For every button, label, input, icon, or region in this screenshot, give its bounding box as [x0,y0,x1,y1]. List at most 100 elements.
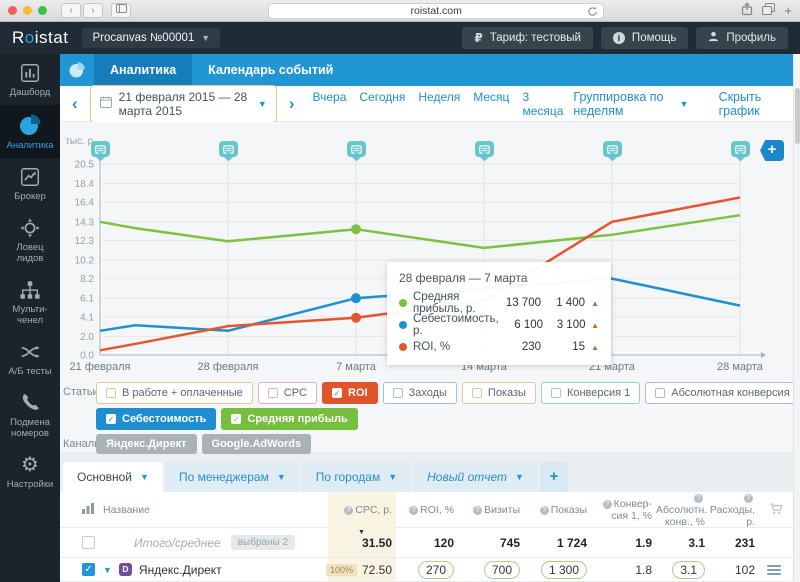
stat-chip-5[interactable]: Конверсия 1 [540,382,641,404]
help-icon[interactable]: ? [473,506,483,515]
page-scrollbar[interactable] [793,54,800,582]
refresh-icon[interactable] [587,6,598,20]
channel-chip-1[interactable]: Google.AdWords [201,434,312,454]
expand-row-icon[interactable]: ▼ [103,564,112,575]
row-menu-icon[interactable] [767,564,781,575]
stat-chip-7[interactable]: ✓ Себестоимость [96,408,217,430]
help-button[interactable]: i Помощь [600,27,689,49]
column-header-cpc[interactable]: ? CPC, р. [328,492,396,528]
sort-desc-icon[interactable]: ▼ [358,529,365,536]
leadcatcher-icon [2,217,58,239]
note-pin-1[interactable] [218,141,238,157]
nav-tab-0[interactable]: Аналитика [94,54,193,86]
stat-chip-1[interactable]: CPC [257,382,317,404]
column-header-roi[interactable]: ? ROI, % [396,504,458,516]
stat-chips-row2: ✓ Себестоимость ✓ Средняя прибыль [96,408,358,430]
row-costs: 102 [734,562,755,577]
help-icon[interactable]: ? [694,494,703,503]
help-icon[interactable]: ? [409,506,419,515]
note-pin-3[interactable] [474,141,494,157]
sidebar-item-7[interactable]: ⚙ Настройки [0,446,60,497]
add-annotation-button[interactable]: + [760,140,784,161]
channel-chips: Яндекс.Директ Google.AdWords [96,434,312,454]
report-tab-0[interactable]: Основной ▼ [63,462,163,492]
report-tab-2[interactable]: По городам ▼ [301,462,412,492]
stat-chip-2[interactable]: ✓ ROI [322,382,378,404]
next-period-icon[interactable]: › [288,94,295,113]
forward-button[interactable]: › [83,3,103,18]
stat-chip-6[interactable]: Абсолютная конверсия [645,382,800,404]
new-tab-icon[interactable]: + [784,3,792,18]
tooltip-title: 28 февраля — 7 марта [399,271,528,285]
series-dot-icon [399,321,407,329]
sidebar-item-3[interactable]: Ловец лидов [0,209,60,271]
help-icon[interactable]: ? [602,500,612,509]
chart-tooltip: 28 февраля — 7 марта Средняя прибыль, р.… [387,262,611,365]
quick-period-link-3[interactable]: Месяц [473,89,510,104]
quick-period-link-1[interactable]: Сегодня [359,89,406,104]
channel-chip-0[interactable]: Яндекс.Директ [96,434,197,454]
minimize-window-button[interactable] [23,6,32,15]
report-tab-3[interactable]: Новый отчет ▼ [413,462,538,492]
share-icon[interactable] [741,2,753,19]
group-icon[interactable] [60,503,96,517]
tabs-overview-icon[interactable] [762,2,776,18]
note-icon [350,144,362,154]
note-pin-4[interactable] [602,141,622,157]
stat-chip-4[interactable]: Показы [461,382,536,404]
chevron-down-icon: ▼ [388,472,398,482]
prev-period-icon[interactable]: ‹ [72,94,78,113]
checkbox-icon [392,388,403,398]
help-icon[interactable]: ? [744,494,753,503]
sidebar-item-4[interactable]: Мульти-ченел [0,271,60,333]
nav-tab-1[interactable]: Календарь событий [208,63,334,77]
profile-button[interactable]: Профиль [696,27,788,49]
hide-chart-link[interactable]: Скрыть график [718,89,762,118]
help-icon[interactable]: ? [344,506,354,515]
sidebar-item-0[interactable]: Дашборд [0,54,60,105]
note-pin-2[interactable] [346,141,366,157]
quick-period-link-0[interactable]: Вчера [312,89,347,104]
date-range-picker[interactable]: 21 февраля 2015 — 28 марта 2015 ▼ [89,84,277,123]
back-button[interactable]: ‹ [61,3,81,18]
scrollbar-thumb[interactable] [795,88,800,144]
close-window-button[interactable] [8,6,17,15]
column-header-abs-conversion[interactable]: ?Абсолютн. конв., % [656,494,708,528]
stat-chip-3[interactable]: Заходы [382,382,457,404]
roistat-logo: Roistat [12,28,69,47]
stat-chip-0[interactable]: В работе + оплаченные [96,382,253,404]
column-header-visits[interactable]: ? Визиты [458,504,524,516]
cart-icon[interactable] [759,502,800,518]
report-tab-1[interactable]: По менеджерам ▼ [164,462,300,492]
help-icon[interactable]: ? [539,506,549,515]
column-header-shows[interactable]: ? Показы [524,504,591,516]
note-pin-0[interactable] [90,141,110,157]
note-pin-5[interactable] [730,141,750,157]
sidebar-item-2[interactable]: Брокер [0,158,60,209]
column-header-costs[interactable]: ?Расходы, р. [709,494,755,528]
quick-period-link-4[interactable]: 3 месяца [522,89,564,118]
stat-chip-8[interactable]: ✓ Средняя прибыль [221,408,358,430]
grouping-dropdown[interactable]: Группировка по неделям ▼ [573,89,689,118]
column-header-conversion[interactable]: ? Конвер-сия 1, % [591,498,656,522]
table-row-yandex-direct[interactable]: ✓ ▼ D Яндекс.Директ 100% 72.50 270 700 1 … [60,558,800,582]
abtests-icon [2,341,58,363]
tooltip-row-1: Себестоимость, р. 6 100 3 100 ▲ [399,313,599,337]
row-checkbox[interactable]: ✓ [82,563,95,576]
zoom-window-button[interactable] [38,6,47,15]
project-selector[interactable]: Procanvas №00001 ▼ [82,28,221,48]
totals-checkbox[interactable] [82,536,95,549]
sidebar-item-1[interactable]: Аналитика [0,105,60,158]
column-header-name[interactable]: Название [103,504,150,516]
sidebar-item-6[interactable]: Подмена номеров [0,384,60,446]
sidebar-item-5[interactable]: А/Б тесты [0,333,60,384]
tariff-button[interactable]: ₽ Тариф: тестовый [462,27,593,49]
sidebar-toggle-icon[interactable] [111,3,131,18]
add-report-tab-button[interactable]: + [539,462,568,492]
address-bar[interactable]: roistat.com [268,2,605,20]
table-row-totals[interactable]: Итого/среднее выбраны 2 ▼ 31.50 120 745 1… [60,528,800,558]
quick-period-link-2[interactable]: Неделя [418,89,461,104]
svg-text:18.4: 18.4 [75,179,95,190]
svg-text:20.5: 20.5 [75,160,95,171]
row-cpc: 100% 72.50 [325,558,396,581]
